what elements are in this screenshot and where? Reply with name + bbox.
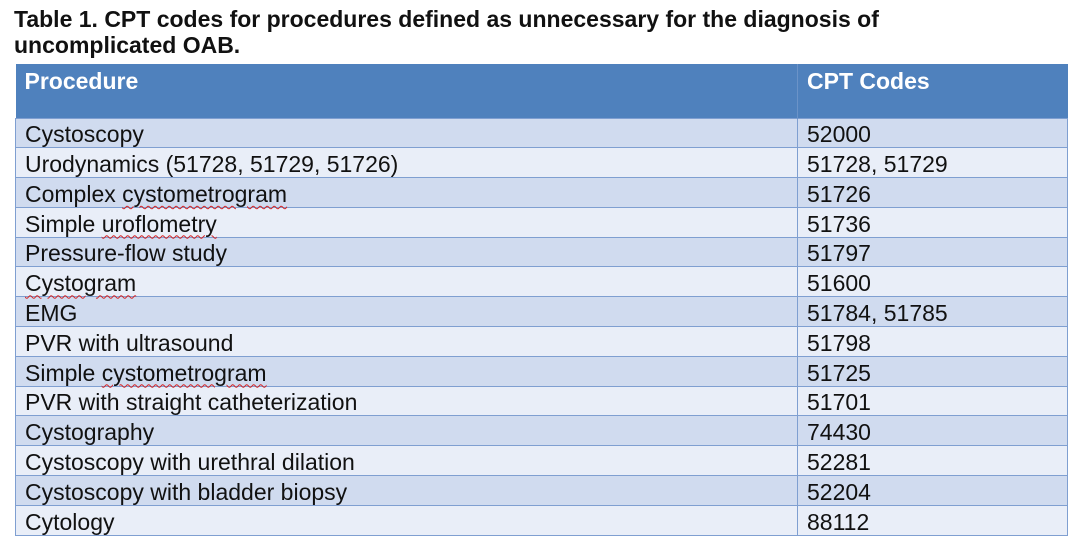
- cpt-code-cell: 51725: [797, 355, 1068, 387]
- procedure-cell: Cystogram: [15, 266, 798, 298]
- spellcheck-flagged-word: cystometrogram: [101, 359, 267, 386]
- table-row: Simple cystometrogram 51725: [15, 355, 1068, 387]
- procedure-cell: Cystoscopy with bladder biopsy: [15, 475, 798, 506]
- cpt-code-cell: 51701: [797, 385, 1068, 417]
- procedure-cell: Cystography: [15, 415, 798, 447]
- cpt-code-cell: 51797: [797, 236, 1068, 268]
- cpt-code-cell: 51600: [797, 266, 1068, 298]
- table-row: Cytology 88112: [15, 504, 1068, 536]
- cpt-code-cell: 51784, 51785: [797, 296, 1068, 328]
- cpt-code-cell: 52204: [797, 475, 1068, 506]
- procedure-text: Simple: [25, 359, 102, 386]
- table-row: Simple uroflometry 51736: [15, 206, 1068, 238]
- procedure-cell: Cystoscopy with urethral dilation: [15, 445, 798, 477]
- procedure-cell: Complex cystometrogram: [15, 177, 798, 208]
- header-procedure: Procedure: [15, 64, 798, 118]
- procedure-cell: EMG: [15, 296, 798, 328]
- procedure-cell: Simple uroflometry: [15, 206, 798, 238]
- table-row: Pressure-flow study 51797: [15, 236, 1068, 268]
- table-caption: Table 1. CPT codes for procedures define…: [14, 6, 1064, 58]
- cpt-code-cell: 74430: [797, 415, 1068, 447]
- procedure-cell: Cystoscopy: [15, 117, 798, 149]
- table-row: EMG 51784, 51785: [15, 296, 1068, 328]
- caption-line-2: uncomplicated OAB.: [14, 32, 241, 58]
- spellcheck-flagged-word: cystometrogram: [122, 180, 288, 207]
- procedure-cell: Simple cystometrogram: [15, 355, 798, 387]
- table-row: PVR with straight catheterization 51701: [15, 385, 1068, 417]
- table-row: Cystogram 51600: [15, 266, 1068, 298]
- cpt-code-cell: 52281: [797, 445, 1068, 477]
- table-row: Cystoscopy with urethral dilation 52281: [15, 445, 1068, 477]
- spellcheck-flagged-word: Cystogram: [25, 270, 137, 297]
- header-cpt-codes: CPT Codes: [797, 64, 1068, 118]
- cpt-codes-table: Procedure CPT Codes Cystoscopy 52000 Uro…: [15, 64, 1068, 536]
- caption-line-1: Table 1. CPT codes for procedures define…: [14, 6, 879, 32]
- table-row: Cystography 74430: [15, 415, 1068, 447]
- table-row: PVR with ultrasound 51798: [15, 326, 1068, 357]
- procedure-cell: Urodynamics (51728, 51729, 51726): [15, 147, 798, 179]
- procedure-text: Simple: [25, 210, 102, 237]
- cpt-code-cell: 51736: [797, 206, 1068, 238]
- procedure-text: Complex: [25, 180, 123, 207]
- table-row: Complex cystometrogram 51726: [15, 177, 1068, 208]
- table-row: Urodynamics (51728, 51729, 51726) 51728,…: [15, 147, 1068, 179]
- table-header-row: Procedure CPT Codes: [15, 64, 1068, 118]
- procedure-cell: PVR with straight catheterization: [15, 385, 798, 417]
- table-row: Cystoscopy with bladder biopsy 52204: [15, 475, 1068, 506]
- cpt-code-cell: 51798: [797, 326, 1068, 357]
- cpt-code-cell: 51728, 51729: [797, 147, 1068, 179]
- cpt-code-cell: 51726: [797, 177, 1068, 208]
- procedure-cell: Cytology: [15, 504, 798, 536]
- cpt-code-cell: 52000: [797, 117, 1068, 149]
- procedure-cell: Pressure-flow study: [15, 236, 798, 268]
- table-row: Cystoscopy 52000: [15, 117, 1068, 149]
- spellcheck-flagged-word: uroflometry: [101, 210, 217, 237]
- cpt-code-cell: 88112: [797, 504, 1068, 536]
- procedure-cell: PVR with ultrasound: [15, 326, 798, 357]
